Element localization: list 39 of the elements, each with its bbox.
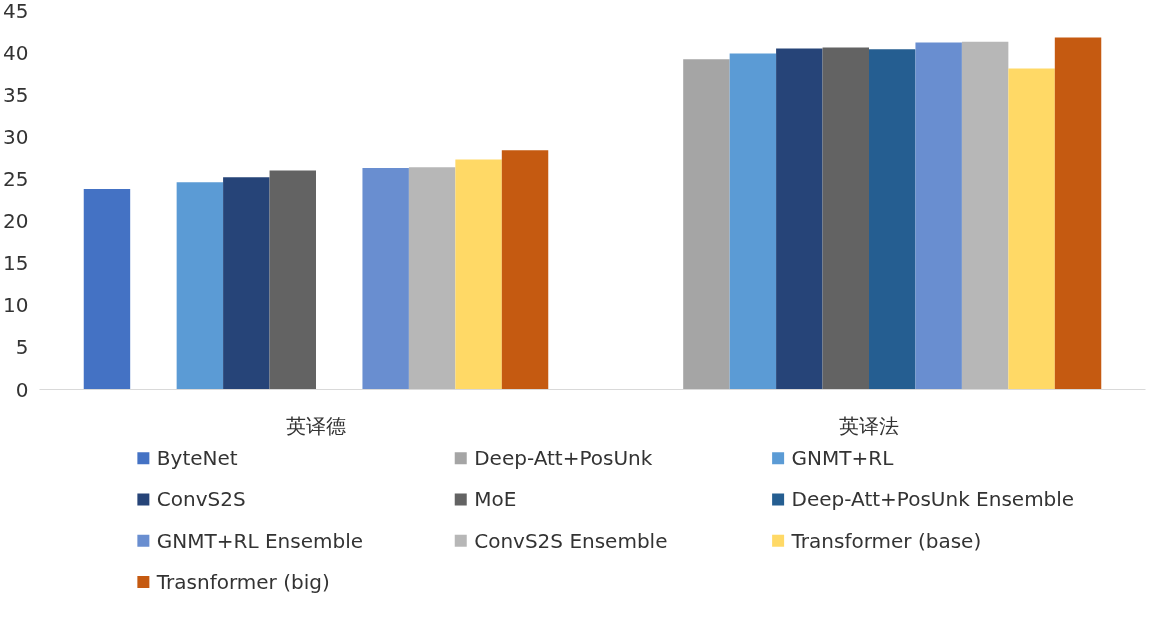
bar [869, 49, 916, 390]
bar [176, 182, 224, 390]
legend-label: Deep-Att+PosUnk Ensemble [791, 487, 1075, 512]
y-tick-label: 35 [3, 82, 29, 107]
bar [729, 53, 777, 390]
y-tick-label: 5 [15, 335, 29, 360]
y-tick-label: 0 [15, 377, 29, 402]
bar [915, 42, 962, 390]
bar [269, 170, 316, 390]
y-tick-label: 20 [3, 209, 29, 234]
y-tick-label: 40 [3, 40, 29, 65]
bar [776, 48, 823, 390]
legend-label: GNMT+RL Ensemble [156, 528, 363, 553]
legend-label: GNMT+RL [791, 446, 895, 471]
x-tick-label: 英译法 [839, 413, 899, 438]
legend-label: MoE [474, 487, 517, 512]
bar [362, 168, 409, 390]
y-tick-label: 25 [3, 166, 29, 191]
legend-label: ByteNet [156, 446, 238, 471]
y-tick-label: 45 [3, 0, 29, 23]
legend-label: Deep-Att+PosUnk [474, 446, 653, 471]
y-tick-label: 15 [3, 251, 29, 276]
legend-label: ConvS2S [156, 487, 246, 512]
bar [1008, 68, 1055, 390]
bar [1054, 37, 1102, 390]
legend-label: Trasnformer (big) [155, 570, 330, 594]
y-tick-label: 30 [3, 124, 29, 149]
bar [822, 47, 869, 390]
bar [83, 189, 131, 390]
bar [683, 59, 730, 390]
x-tick-label: 英译德 [286, 413, 346, 438]
bar [455, 159, 502, 390]
legend-label: Transformer (base) [790, 528, 982, 553]
bar [223, 177, 270, 390]
y-tick-label: 10 [3, 293, 29, 318]
legend-label: ConvS2S Ensemble [474, 528, 668, 553]
bar [408, 167, 456, 390]
bar [501, 150, 549, 390]
bar [961, 41, 1009, 390]
